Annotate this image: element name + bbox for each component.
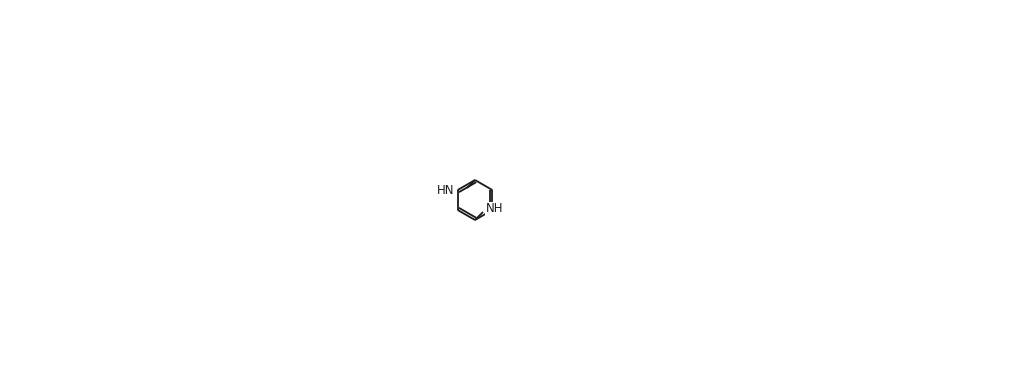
Text: NH: NH [486, 203, 504, 215]
Text: HN: HN [436, 185, 454, 197]
